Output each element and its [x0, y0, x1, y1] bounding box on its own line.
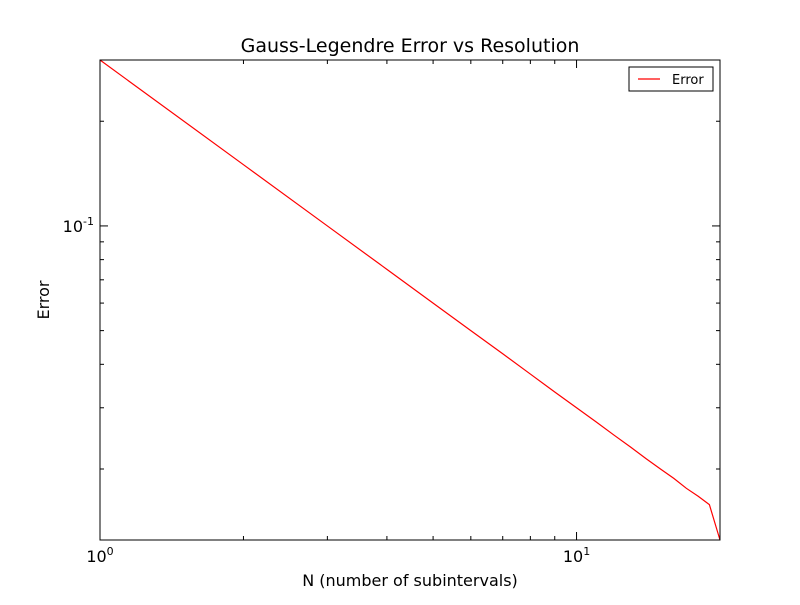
x-tick-label: 101 — [563, 545, 590, 566]
y-tick-label: 10-1 — [63, 215, 94, 236]
x-axis-label: N (number of subintervals) — [302, 571, 518, 590]
plot-area: 100 101 10-1 — [63, 59, 721, 566]
legend: Error — [628, 66, 714, 92]
plot-frame — [99, 59, 721, 541]
x-tick-label: 100 — [86, 545, 113, 566]
y-axis-label: Error — [34, 280, 53, 319]
series-line-error — [99, 59, 721, 541]
chart-title: Gauss-Legendre Error vs Resolution — [241, 35, 580, 57]
legend-label: Error — [672, 73, 704, 88]
